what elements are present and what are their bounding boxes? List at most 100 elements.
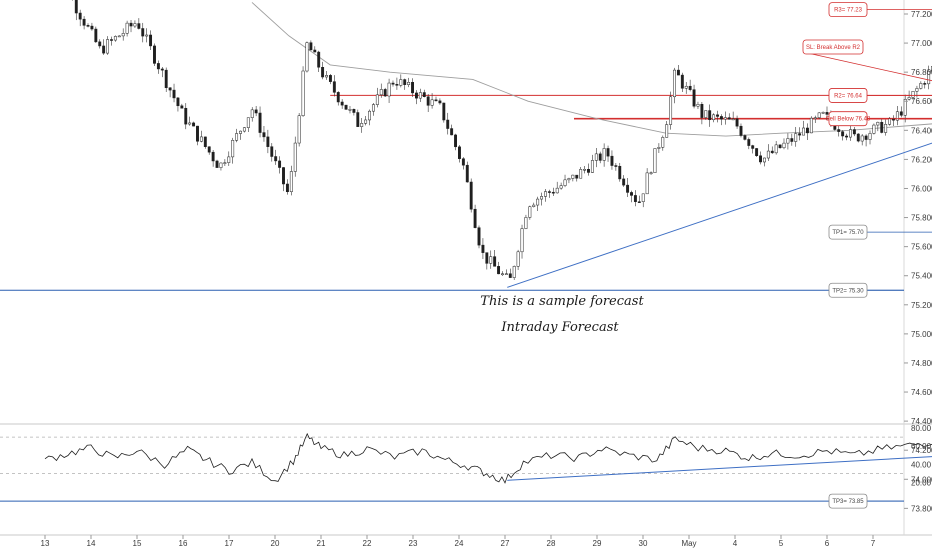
candle-body bbox=[923, 83, 927, 85]
candle-body bbox=[215, 160, 219, 168]
candle-body bbox=[825, 112, 829, 115]
candle-body bbox=[786, 138, 790, 144]
candle-body bbox=[305, 42, 309, 72]
candle-body bbox=[845, 135, 848, 138]
candle-body bbox=[485, 252, 489, 264]
candle-body bbox=[254, 109, 258, 114]
candle-body bbox=[450, 128, 454, 136]
time-axis-tick-label: 29 bbox=[593, 539, 602, 548]
candle-body bbox=[594, 153, 598, 161]
candle-body bbox=[403, 79, 407, 85]
candle-body bbox=[297, 115, 301, 144]
time-axis-tick-label: 16 bbox=[179, 539, 188, 548]
candle-body bbox=[164, 69, 168, 88]
candle-body bbox=[719, 116, 723, 120]
candle-body bbox=[735, 118, 739, 127]
candle-body bbox=[407, 82, 411, 85]
candle-body bbox=[778, 144, 782, 149]
note-text-s1: TP1= 75.70 bbox=[832, 230, 864, 236]
candle-body bbox=[246, 117, 250, 128]
note-text-s2: TP2= 75.30 bbox=[832, 288, 864, 294]
candle-body bbox=[708, 110, 712, 121]
candle-body bbox=[137, 23, 141, 29]
candle-body bbox=[606, 148, 610, 157]
candle-body bbox=[94, 28, 98, 43]
candle-body bbox=[809, 117, 813, 134]
candle-body bbox=[739, 125, 743, 136]
time-axis-tick-label: 13 bbox=[41, 539, 50, 548]
price-axis: 77.200 77.000 76.800 76.600 76.400 76.200 76.0… bbox=[904, 10, 932, 513]
candle-body bbox=[481, 244, 485, 253]
candle-body bbox=[676, 69, 680, 76]
candle-body bbox=[516, 251, 520, 267]
note-text-sl: SL: Break Above R2 bbox=[806, 45, 861, 51]
candle-body bbox=[614, 165, 618, 167]
candle-body bbox=[203, 136, 207, 147]
note-box-r2 bbox=[828, 88, 868, 103]
candle-body bbox=[332, 81, 336, 93]
candle-body bbox=[911, 90, 915, 98]
candle-body bbox=[78, 12, 82, 20]
candle-body bbox=[207, 146, 211, 153]
price-pane: R3R2R1S1S2S3 R3= 77.23 R2= 76.64 Sell Belo… bbox=[0, 0, 932, 536]
candle-body bbox=[716, 114, 719, 117]
candle-body bbox=[461, 158, 465, 166]
candle-body bbox=[395, 84, 399, 86]
candle-body bbox=[364, 119, 368, 124]
candle-body bbox=[903, 98, 907, 116]
candle-body bbox=[802, 127, 805, 136]
note-text-s3: TP3= 73.85 bbox=[832, 499, 864, 505]
candle-body bbox=[219, 162, 223, 168]
candle-body bbox=[379, 89, 383, 96]
price-axis-tick-label: 76.200 bbox=[911, 155, 932, 164]
candle-body bbox=[540, 196, 544, 200]
candle-body bbox=[199, 136, 203, 142]
candle-body bbox=[536, 198, 540, 206]
candle-body bbox=[473, 208, 477, 228]
rsi-axis-tick-label: 80.00 bbox=[911, 424, 932, 433]
candle-body bbox=[723, 117, 727, 120]
time-axis-tick-label: 24 bbox=[455, 539, 464, 548]
candle-body bbox=[895, 111, 899, 121]
candle-body bbox=[884, 124, 888, 133]
candle-body bbox=[622, 178, 626, 186]
candle-body bbox=[211, 151, 215, 162]
candle-body bbox=[430, 99, 434, 106]
candle-body bbox=[426, 96, 430, 106]
candle-body bbox=[551, 191, 555, 194]
candle-body bbox=[794, 133, 798, 142]
candle-body bbox=[641, 193, 645, 202]
candle-body bbox=[227, 156, 231, 163]
candle-body bbox=[168, 87, 172, 91]
note-box-s3 bbox=[828, 493, 868, 509]
candle-body bbox=[712, 114, 716, 121]
note-box-r1 bbox=[828, 111, 868, 127]
candle-body bbox=[102, 45, 106, 54]
candle-body bbox=[653, 148, 657, 173]
candle-body bbox=[415, 92, 418, 99]
candle-body bbox=[747, 139, 751, 146]
time-axis-tick-label: 15 bbox=[133, 539, 142, 548]
rsi-axis-tick-label: 60.00 bbox=[911, 442, 932, 451]
note-connector bbox=[802, 51, 932, 82]
candle-body bbox=[446, 119, 450, 129]
time-axis-tick-label: 14 bbox=[87, 539, 96, 548]
candle-body bbox=[762, 157, 766, 163]
candle-body bbox=[289, 171, 293, 193]
candle-body bbox=[743, 135, 747, 140]
candle-body bbox=[528, 206, 532, 218]
candle-body bbox=[852, 129, 856, 135]
candle-body bbox=[872, 124, 876, 134]
candle-body bbox=[145, 34, 149, 37]
candle-body bbox=[837, 129, 841, 132]
price-axis-tick-label: 73.800 bbox=[911, 504, 932, 513]
candle-body bbox=[637, 201, 641, 203]
candle-body bbox=[411, 82, 414, 94]
rsi-trendline bbox=[507, 456, 932, 481]
candle-body bbox=[504, 273, 508, 275]
candle-body bbox=[649, 172, 653, 174]
candle-body bbox=[571, 174, 575, 179]
candle-body bbox=[360, 123, 364, 127]
candle-body bbox=[489, 256, 493, 264]
